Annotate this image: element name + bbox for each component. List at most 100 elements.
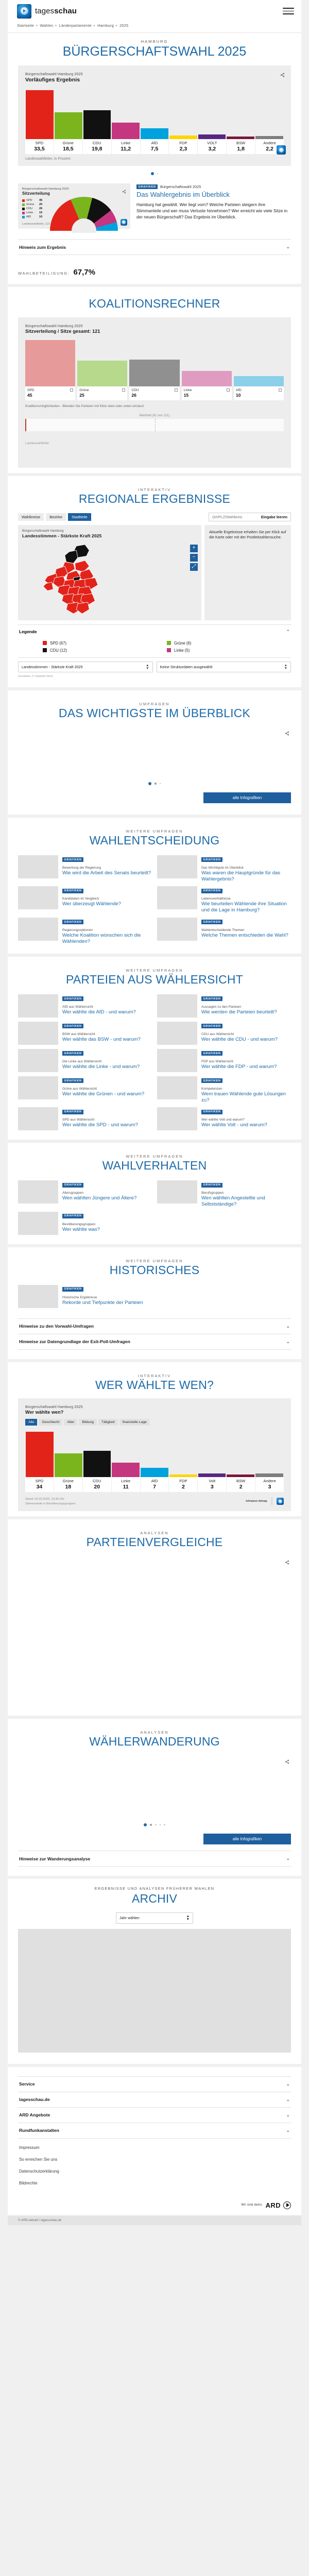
footer-section-tagesschau-de[interactable]: tagesschau.de ⌄ (18, 2091, 291, 2107)
carousel-dot-2[interactable] (150, 1824, 152, 1826)
breadcrumb-item-startseite[interactable]: Startseite (17, 23, 35, 28)
werwen-chip-bildung[interactable]: Bildung (79, 1419, 97, 1426)
coalition-bar-col-afd[interactable] (233, 340, 284, 386)
teaser-item[interactable]: GRAFIKEN Regierungsoptionen Welche Koaliti… (18, 917, 152, 944)
archiv-year-select[interactable]: Jahr wählen ▲ ▼ (116, 1912, 193, 1924)
share-icon[interactable] (122, 187, 126, 196)
all-infographics-button-2[interactable]: alle Infografiken (203, 1834, 291, 1844)
teaser-title[interactable]: Wie wird die Arbeit des Senats beurteilt… (62, 870, 151, 876)
teaser-title[interactable]: Wem trauen Wählende gute Lösungen zu? (201, 1091, 286, 1103)
coalition-toggle-cdu[interactable]: CDU 26 (129, 386, 180, 400)
coalition-checkbox[interactable] (70, 388, 74, 392)
tab-stadtteile[interactable]: Stadtteile (67, 513, 91, 521)
teaser-title[interactable]: Wer wählte die Grünen - und warum? (62, 1091, 145, 1097)
carousel-dot-1[interactable] (148, 782, 151, 786)
teaser-item[interactable]: GRAFIKEN SPD aus Wählersicht Wer wählte di… (18, 1107, 152, 1131)
werwen-chip-tätigkeit[interactable]: Tätigkeit (98, 1419, 118, 1426)
teaser-title[interactable]: Welche Themen entschieden die Wahl? (201, 932, 288, 938)
carousel-dot-2[interactable] (157, 173, 159, 175)
waehlerwanderung-dots[interactable] (8, 1817, 301, 1832)
map-zoom-controls[interactable]: + − ⤢ (190, 544, 198, 571)
footer-link-impressum[interactable]: Impressum (19, 2145, 40, 2150)
teaser-title[interactable]: Wer wählte was? (62, 1226, 100, 1232)
teaser-title[interactable]: Wer wählte die FDP - und warum? (201, 1064, 277, 1070)
teaser-title[interactable]: Welche Koalition wünschen sich die Wähle… (62, 932, 141, 944)
share-icon[interactable] (285, 1558, 289, 1567)
teaser-item[interactable]: GRAFIKEN Kompetenzen Wem trauen Wählende g… (157, 1076, 291, 1103)
breadcrumb-item-hamburg[interactable]: Hamburg (97, 23, 114, 28)
reset-view-button[interactable]: ⤢ (190, 563, 198, 571)
tagesschau-logo[interactable]: tagesschau (17, 4, 77, 19)
hamburger-menu-icon[interactable] (283, 8, 294, 14)
teaser-item[interactable]: GRAFIKEN Wahlentscheidende Themen Welche T… (157, 917, 291, 944)
coalition-toggle-grüne[interactable]: Grüne 25 (77, 386, 128, 400)
note-exit-poll[interactable]: Hinweise zur Datengrundlage der Exit-Pol… (18, 1333, 291, 1350)
teaser-item[interactable]: GRAFIKEN Berufsgruppen Wen wählten Angeste… (157, 1180, 291, 1207)
coalition-checkbox[interactable] (174, 388, 178, 392)
carousel-dot-2[interactable] (154, 783, 157, 785)
teaser-item[interactable]: GRAFIKEN Altersgruppen Wen wählten Jüngere… (18, 1180, 152, 1207)
hamburg-map-icon[interactable] (42, 544, 114, 617)
carousel-dot-1[interactable] (150, 172, 154, 175)
overview-teaser[interactable]: GRAFIKEN Bürgerschaftswahl 2025 Das Wahl… (136, 183, 291, 229)
footer-link-so-erreichen-sie-uns[interactable]: So erreichen Sie uns (19, 2157, 58, 2162)
region-search[interactable]: Eingabe leeren (209, 512, 291, 521)
werwen-chip-geschlecht[interactable]: Geschlecht (39, 1419, 63, 1426)
clear-input-button[interactable]: Eingabe leeren (261, 514, 287, 519)
coalition-bar-col-spd[interactable] (25, 340, 76, 386)
teaser-item[interactable]: GRAFIKEN Bewertung der Regierung Wie wird … (18, 855, 152, 882)
all-infographics-button[interactable]: alle Infografiken (203, 792, 291, 804)
teaser-item[interactable]: GRAFIKEN CDU aus Wählersicht Wer wählte di… (157, 1022, 291, 1045)
carousel-dot-5[interactable] (164, 1824, 165, 1826)
teaser-title[interactable]: Wer wählte das BSW - und warum? (62, 1037, 141, 1043)
teaser-title[interactable]: Wie beurteilen Wählende ihre Situation u… (201, 901, 287, 913)
carousel-dot-4[interactable] (159, 1824, 161, 1826)
zoom-in-button[interactable]: + (190, 544, 198, 552)
footer-section-ard-angebote[interactable]: ARD Angebote ⌄ (18, 2107, 291, 2123)
footer-link-bildrechte[interactable]: Bildrechte (19, 2180, 38, 2185)
coalition-toggle-afd[interactable]: AfD 10 (233, 386, 284, 400)
coalition-checkbox[interactable] (226, 388, 230, 392)
footer-link-datenschutzerklärung[interactable]: Datenschutzerklärung (19, 2168, 59, 2174)
share-icon[interactable] (280, 71, 285, 80)
teaser-title[interactable]: Wer wählte die Linke - und warum? (62, 1064, 140, 1070)
teaser-item[interactable]: GRAFIKEN Bevölkerungsgruppen Wer wählte wa… (18, 1211, 152, 1235)
coalition-checkbox[interactable] (122, 388, 126, 392)
result-note-row[interactable]: Hinweis zum Ergebnis ⌄ (18, 239, 291, 255)
teaser-title[interactable]: Das Wahlergebnis im Überblick (136, 191, 230, 198)
share-icon[interactable] (285, 1757, 289, 1767)
teaser-item[interactable]: GRAFIKEN Grüne aus Wählersicht Wer wählte … (18, 1076, 152, 1103)
werwen-chip-finanzielle-lage[interactable]: finanzielle Lage (119, 1419, 150, 1426)
footer-section-rundfunkanstalten[interactable]: Rundfunkanstalten ⌄ (18, 2122, 291, 2139)
teaser-item[interactable]: GRAFIKEN Die Linke aus Wählersicht Wer wäh… (18, 1049, 152, 1073)
map-structure-select[interactable]: Keine Strukturdaten ausgewählt ▲ ▼ (156, 661, 291, 673)
coalition-checkbox[interactable] (279, 388, 282, 392)
overview-carousel-dots[interactable] (8, 776, 301, 791)
teaser-item[interactable]: GRAFIKEN FDP aus Wählersicht Wer wählte di… (157, 1049, 291, 1073)
breadcrumb-item-laenderparlamente[interactable]: Länderparlamente (59, 23, 92, 28)
note-vorwahl-umfragen[interactable]: Hinweise zu den Vorwahl-Umfragen ⌄ (18, 1318, 291, 1334)
note-wanderungsanalyse[interactable]: Hinweise zur Wanderungsanalyse ⌄ (18, 1851, 291, 1867)
werwen-chip-alle[interactable]: Alle (25, 1419, 38, 1426)
teaser-title[interactable]: Wer wählte die AfD - und warum? (62, 1009, 136, 1015)
werwen-chip-alter[interactable]: Alter (64, 1419, 78, 1426)
tab-bezirke[interactable]: Bezirke (46, 513, 66, 521)
coalition-toggle-spd[interactable]: SPD 45 (25, 386, 76, 400)
teaser-title[interactable]: Wie werden die Parteien beurteilt? (201, 1009, 277, 1015)
carousel-dot-1[interactable] (144, 1823, 147, 1826)
region-search-input[interactable] (212, 514, 258, 519)
teaser-item[interactable]: GRAFIKEN BSW aus Wählersicht Wer wählte da… (18, 1022, 152, 1045)
teaser-title[interactable]: Wer wählte Volt - und warum? (201, 1122, 267, 1128)
teaser-title[interactable]: Wen wählten Jüngere und Ältere? (62, 1195, 137, 1201)
breadcrumb-item-wahlen[interactable]: Wahlen (40, 23, 54, 28)
teaser-item[interactable]: GRAFIKEN Lebensverhältnisse Wie beurteilen… (157, 886, 291, 913)
map-legend-header[interactable]: Legende ⌃ (18, 624, 291, 639)
teaser-title[interactable]: Rekorde und Tiefpunkte der Parteien (62, 1299, 143, 1306)
teaser-item[interactable]: GRAFIKEN AfD aus Wählersicht Wer wählte di… (18, 994, 152, 1018)
breadcrumb-item-2025[interactable]: 2025 (119, 23, 129, 28)
teaser-title[interactable]: Was waren die Hauptgründe für das Wahler… (201, 870, 281, 882)
tab-wahlkreise[interactable]: Wahlkreise (18, 513, 44, 521)
teaser-title[interactable]: Wer wählte die CDU - und warum? (201, 1037, 278, 1043)
share-icon[interactable] (285, 729, 289, 738)
teaser-item[interactable]: GRAFIKEN Historische Ergebnisse Rekorde un… (18, 1284, 152, 1308)
